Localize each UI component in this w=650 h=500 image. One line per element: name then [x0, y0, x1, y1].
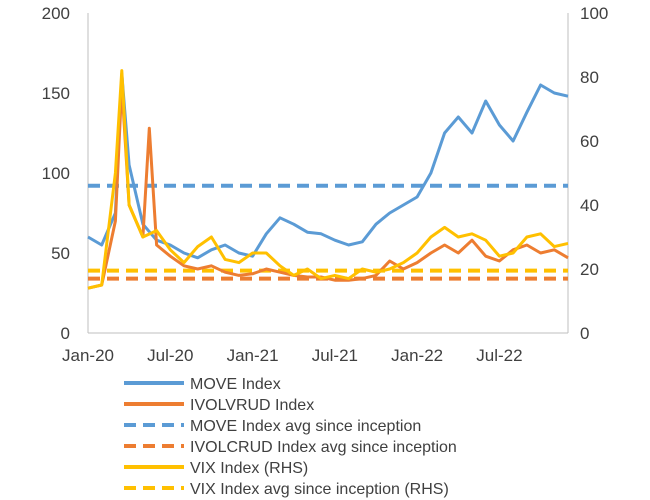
x-tick-label: Jan-21: [227, 346, 279, 365]
legend-label: MOVE Index: [190, 376, 281, 393]
legend-label: VIX Index (RHS): [190, 460, 308, 477]
series-line-1: [87, 83, 569, 290]
legend-label: VIX Index avg since inception (RHS): [190, 481, 449, 498]
x-tick-label: Jul-20: [147, 346, 193, 365]
y-left-tick-label: 0: [61, 324, 70, 343]
legend: MOVE Index IVOLVRUD Index MOVE Index avg s…: [124, 376, 457, 498]
y-right-tick-label: 100: [580, 4, 608, 23]
x-tick-label: Jan-22: [391, 346, 443, 365]
x-tick-label: Jan-20: [62, 346, 114, 365]
y-right-tick-label: 40: [580, 196, 599, 215]
y-left-tick-label: 150: [42, 84, 70, 103]
series-line-0: [87, 72, 569, 260]
x-tick-label: Jul-22: [476, 346, 522, 365]
y-right-tick-labels: 0 20 40 60 80 100: [580, 4, 608, 343]
y-right-tick-label: 80: [580, 68, 599, 87]
x-tick-label: Jul-21: [312, 346, 358, 365]
y-right-tick-label: 60: [580, 132, 599, 151]
legend-label: IVOLCRUD Index avg since inception: [190, 439, 457, 456]
y-left-tick-label: 200: [42, 4, 70, 23]
x-tick-labels: Jan-20 Jul-20 Jan-21 Jul-21 Jan-22 Jul-22: [62, 346, 523, 365]
series-line-4: [87, 69, 569, 290]
legend-label: MOVE Index avg since inception: [190, 418, 421, 435]
series-layer: [87, 69, 569, 290]
y-left-tick-label: 100: [42, 164, 70, 183]
y-left-tick-label: 50: [51, 244, 70, 263]
y-left-tick-labels: 0 50 100 150 200: [42, 4, 70, 343]
plot-area: [87, 13, 569, 334]
legend-label: IVOLVRUD Index: [190, 397, 314, 414]
y-right-tick-label: 20: [580, 260, 599, 279]
y-right-tick-label: 0: [580, 324, 589, 343]
